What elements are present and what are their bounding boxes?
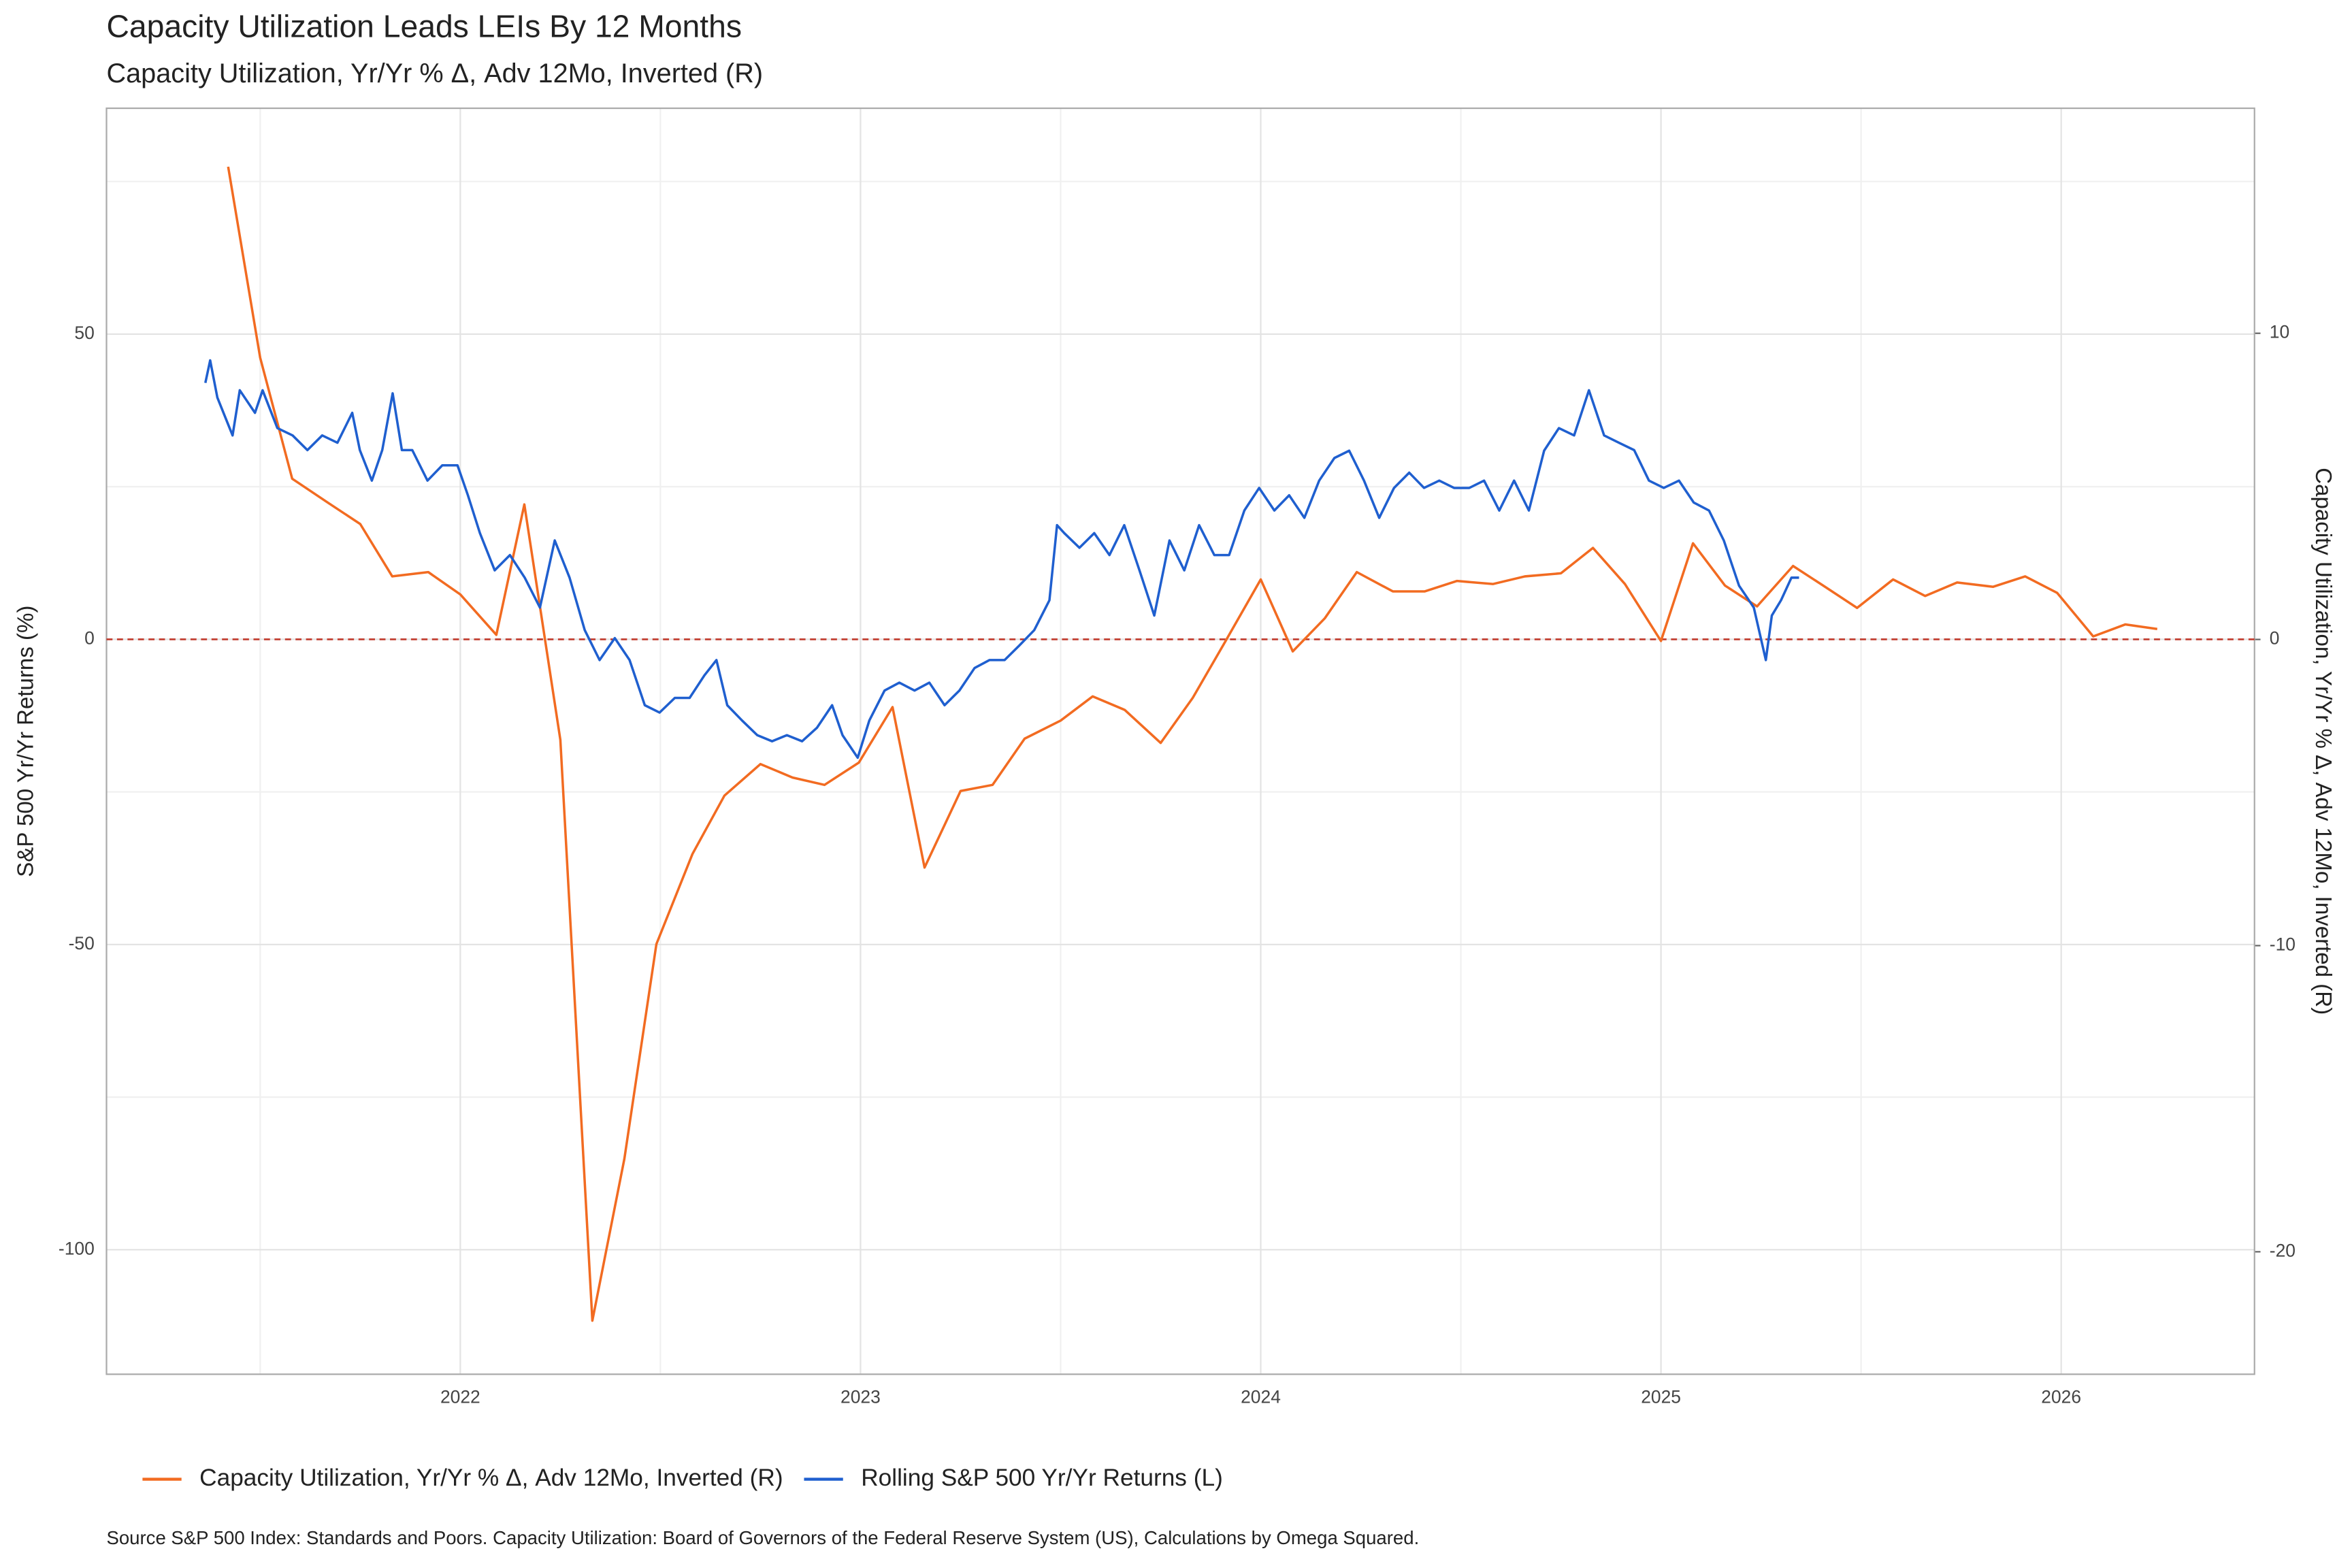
y2-tick-label: 0: [2270, 628, 2280, 649]
plot-border: [105, 107, 2255, 1375]
y-tick-label: 0: [84, 627, 95, 648]
legend-label: Capacity Utilization, Yr/Yr % Δ, Adv 12M…: [199, 1465, 783, 1491]
y2-tick-label: 10: [2270, 322, 2289, 342]
source-note: Source S&P 500 Index: Standards and Poor…: [106, 1527, 1419, 1548]
y-tick-label: 50: [74, 323, 94, 343]
series-line: [227, 166, 2158, 1322]
chart-subtitle: Capacity Utilization, Yr/Yr % Δ, Adv 12M…: [106, 59, 763, 88]
legend-label: Rolling S&P 500 Yr/Yr Returns (L): [861, 1465, 1223, 1491]
series-line: [204, 359, 1799, 760]
x-tick-label: 2023: [840, 1387, 881, 1407]
x-tick-label: 2026: [2041, 1387, 2081, 1407]
x-tick-label: 2022: [440, 1387, 480, 1407]
chart-title: Capacity Utilization Leads LEIs By 12 Mo…: [106, 8, 741, 44]
y2-axis-label: Capacity Utilization, Yr/Yr % Δ, Adv 12M…: [2310, 468, 2336, 1015]
y-tick-label: -100: [59, 1238, 95, 1258]
x-tick-label: 2024: [1241, 1387, 1281, 1407]
y-axis-label: S&P 500 Yr/Yr Returns (%): [13, 606, 38, 877]
y2-tick-label: -10: [2270, 934, 2296, 954]
y2-tick-label: -20: [2270, 1240, 2296, 1260]
y-tick-label: -50: [69, 933, 95, 953]
x-tick-label: 2025: [1641, 1387, 1681, 1407]
